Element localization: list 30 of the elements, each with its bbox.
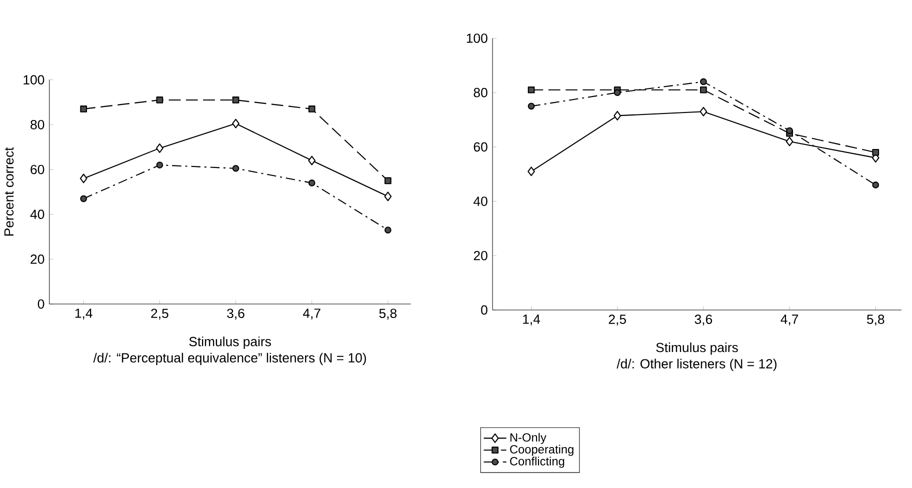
- y-tick-label: 80: [30, 120, 44, 130]
- x-tick-label: 1,4: [523, 314, 540, 326]
- y-tick-label: 0: [38, 299, 44, 309]
- x-axis-title: Stimulus pairs: [656, 342, 738, 355]
- x-tick-label: 4,7: [780, 314, 798, 326]
- y-tick-label: 40: [30, 210, 44, 219]
- legend-label: Cooperating: [510, 444, 574, 456]
- y-tick-label: 60: [474, 142, 488, 152]
- legend-label: N-Only: [510, 432, 546, 444]
- y-tick-label: 100: [466, 34, 488, 43]
- y-tick-label: 80: [474, 88, 488, 98]
- x-axis-title: Stimulus pairs: [189, 336, 271, 349]
- y-tick-label: 20: [30, 254, 44, 264]
- text: /d/: Other listeners (N = 12): [616, 358, 776, 372]
- y-tick-label: 0: [481, 305, 488, 315]
- x-tick-label: 1,4: [75, 308, 92, 320]
- x-tick-label: 2,5: [608, 314, 626, 326]
- y-axis-title: Percent correct: [4, 147, 14, 236]
- x-tick-label: 2,5: [151, 308, 168, 320]
- y-tick-label: 60: [30, 164, 44, 174]
- text: /d/: “Perceptual equivalence” listeners (N = 10): [93, 352, 366, 366]
- x-tick-label: 3,6: [694, 314, 712, 326]
- y-tick-label: 100: [24, 75, 44, 84]
- y-tick-label: 20: [474, 250, 488, 260]
- x-tick-label: 5,8: [379, 308, 397, 320]
- x-tick-label: 3,6: [227, 308, 244, 320]
- legend-label: Conflicting: [510, 456, 564, 468]
- y-tick-label: 40: [474, 196, 488, 206]
- x-tick-label: 5,8: [866, 314, 884, 326]
- x-tick-label: 4,7: [302, 308, 320, 320]
